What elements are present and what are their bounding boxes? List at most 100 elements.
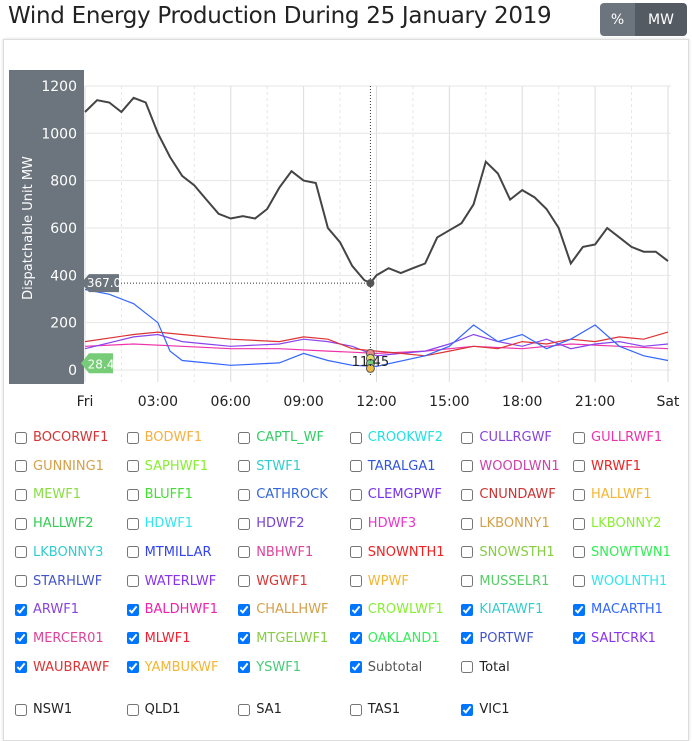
legend-item-hallwf2[interactable]: HALLWF2 bbox=[15, 516, 94, 531]
legend-item-musselr1[interactable]: MUSSELR1 bbox=[461, 574, 549, 589]
legend-item-macarth1[interactable]: MACARTH1 bbox=[573, 602, 663, 617]
checkbox[interactable] bbox=[349, 603, 362, 616]
checkbox[interactable] bbox=[349, 488, 362, 501]
legend-item-mtgelwf1[interactable]: MTGELWF1 bbox=[238, 631, 328, 646]
legend-item-hdwf3[interactable]: HDWF3 bbox=[349, 516, 416, 531]
checkbox[interactable] bbox=[238, 431, 251, 444]
checkbox[interactable] bbox=[573, 488, 585, 501]
region-sa1[interactable]: SA1 bbox=[238, 702, 282, 717]
legend-item-starhlwf[interactable]: STARHLWF bbox=[15, 574, 102, 589]
checkbox[interactable] bbox=[238, 546, 251, 559]
checkbox[interactable] bbox=[461, 517, 474, 530]
checkbox[interactable] bbox=[349, 546, 362, 559]
checkbox[interactable] bbox=[126, 517, 139, 530]
legend-item-waterlwf[interactable]: WATERLWF bbox=[126, 574, 216, 589]
checkbox[interactable] bbox=[15, 661, 27, 674]
checkbox[interactable] bbox=[461, 703, 474, 716]
checkbox[interactable] bbox=[126, 603, 139, 616]
checkbox[interactable] bbox=[238, 661, 251, 674]
checkbox[interactable] bbox=[573, 632, 585, 645]
checkbox[interactable] bbox=[126, 546, 139, 559]
region-tas1[interactable]: TAS1 bbox=[349, 702, 400, 717]
legend-item-saphwf1[interactable]: SAPHWF1 bbox=[126, 459, 208, 474]
legend-item-snowtwn1[interactable]: SNOWTWN1 bbox=[573, 545, 671, 560]
legend-item-snownth1[interactable]: SNOWNTH1 bbox=[349, 545, 445, 560]
legend-item-mlwf1[interactable]: MLWF1 bbox=[126, 631, 190, 646]
legend-item-mtmillar[interactable]: MTMILLAR bbox=[126, 545, 212, 560]
legend-item-taralga1[interactable]: TARALGA1 bbox=[349, 459, 436, 474]
checkbox[interactable] bbox=[126, 661, 139, 674]
checkbox[interactable] bbox=[461, 488, 474, 501]
checkbox[interactable] bbox=[15, 603, 27, 616]
checkbox[interactable] bbox=[15, 460, 27, 473]
checkbox[interactable] bbox=[15, 546, 27, 559]
legend-item-lkbonny3[interactable]: LKBONNY3 bbox=[15, 545, 103, 560]
checkbox[interactable] bbox=[349, 575, 362, 587]
legend-item-yswf1[interactable]: YSWF1 bbox=[238, 660, 301, 675]
checkbox[interactable] bbox=[349, 517, 362, 530]
legend-item-wpwf[interactable]: WPWF bbox=[349, 574, 409, 589]
legend-item-mercer01[interactable]: MERCER01 bbox=[15, 631, 104, 646]
checkbox[interactable] bbox=[573, 431, 585, 444]
legend-item-hdwf2[interactable]: HDWF2 bbox=[238, 516, 305, 531]
legend-item-crookwf2[interactable]: CROOKWF2 bbox=[349, 430, 443, 445]
legend-item-kiatawf1[interactable]: KIATAWF1 bbox=[461, 602, 543, 617]
checkbox[interactable] bbox=[238, 575, 251, 587]
legend-item-gullrwf1[interactable]: GULLRWF1 bbox=[573, 430, 662, 445]
legend-item-portwf[interactable]: PORTWF bbox=[461, 631, 534, 646]
legend-item-lkbonny1[interactable]: LKBONNY1 bbox=[461, 516, 550, 531]
checkbox[interactable] bbox=[15, 517, 27, 530]
legend-item-challhwf[interactable]: CHALLHWF bbox=[238, 602, 329, 617]
legend-item-subtotal[interactable]: Subtotal bbox=[349, 660, 422, 675]
legend-item-stwf1[interactable]: STWF1 bbox=[238, 459, 301, 474]
legend-item-woodlwn1[interactable]: WOODLWN1 bbox=[461, 459, 560, 474]
legend-item-hallwf1[interactable]: HALLWF1 bbox=[573, 487, 652, 502]
legend-item-woolnth1[interactable]: WOOLNTH1 bbox=[573, 574, 667, 589]
checkbox[interactable] bbox=[461, 661, 474, 674]
checkbox[interactable] bbox=[126, 575, 139, 587]
checkbox[interactable] bbox=[461, 460, 474, 473]
legend-item-bodwf1[interactable]: BODWF1 bbox=[126, 430, 202, 445]
checkbox[interactable] bbox=[15, 488, 27, 501]
checkbox[interactable] bbox=[15, 703, 27, 716]
legend-item-cullrgwf[interactable]: CULLRGWF bbox=[461, 430, 552, 445]
legend-item-nbhwf1[interactable]: NBHWF1 bbox=[238, 545, 313, 560]
legend-item-arwf1[interactable]: ARWF1 bbox=[15, 602, 79, 617]
checkbox[interactable] bbox=[573, 603, 585, 616]
checkbox[interactable] bbox=[461, 575, 474, 587]
checkbox[interactable] bbox=[15, 632, 27, 645]
checkbox[interactable] bbox=[573, 546, 585, 559]
checkbox[interactable] bbox=[126, 632, 139, 645]
checkbox[interactable] bbox=[349, 431, 362, 444]
checkbox[interactable] bbox=[126, 460, 139, 473]
legend-item-wgwf1[interactable]: WGWF1 bbox=[238, 574, 308, 589]
checkbox[interactable] bbox=[126, 431, 139, 444]
legend-item-crowlwf1[interactable]: CROWLWF1 bbox=[349, 602, 444, 617]
checkbox[interactable] bbox=[238, 488, 251, 501]
checkbox[interactable] bbox=[461, 603, 474, 616]
checkbox[interactable] bbox=[461, 546, 474, 559]
checkbox[interactable] bbox=[349, 661, 362, 674]
legend-item-cathrock[interactable]: CATHROCK bbox=[238, 487, 328, 502]
checkbox[interactable] bbox=[349, 632, 362, 645]
legend-item-saltcrk1[interactable]: SALTCRK1 bbox=[573, 631, 656, 646]
checkbox[interactable] bbox=[15, 431, 27, 444]
legend-item-lkbonny2[interactable]: LKBONNY2 bbox=[573, 516, 661, 531]
region-nsw1[interactable]: NSW1 bbox=[15, 702, 72, 717]
legend-item-yambukwf[interactable]: YAMBUKWF bbox=[126, 660, 218, 675]
checkbox[interactable] bbox=[461, 632, 474, 645]
checkbox[interactable] bbox=[349, 703, 362, 716]
legend-item-baldhwf1[interactable]: BALDHWF1 bbox=[126, 602, 218, 617]
mw-toggle-button[interactable]: MW bbox=[635, 3, 687, 36]
legend-item-hdwf1[interactable]: HDWF1 bbox=[126, 516, 193, 531]
legend-item-waubrawf[interactable]: WAUBRAWF bbox=[15, 660, 110, 675]
checkbox[interactable] bbox=[238, 703, 251, 716]
legend-item-snowsth1[interactable]: SNOWSTH1 bbox=[461, 545, 555, 560]
legend-item-bocorwf1[interactable]: BOCORWF1 bbox=[15, 430, 108, 445]
legend-item-cnundawf[interactable]: CNUNDAWF bbox=[461, 487, 556, 502]
legend-item-gunning1[interactable]: GUNNING1 bbox=[15, 459, 104, 474]
legend-item-total[interactable]: Total bbox=[461, 660, 510, 675]
checkbox[interactable] bbox=[15, 575, 27, 587]
legend-item-wrwf1[interactable]: WRWF1 bbox=[573, 459, 641, 474]
checkbox[interactable] bbox=[238, 460, 251, 473]
